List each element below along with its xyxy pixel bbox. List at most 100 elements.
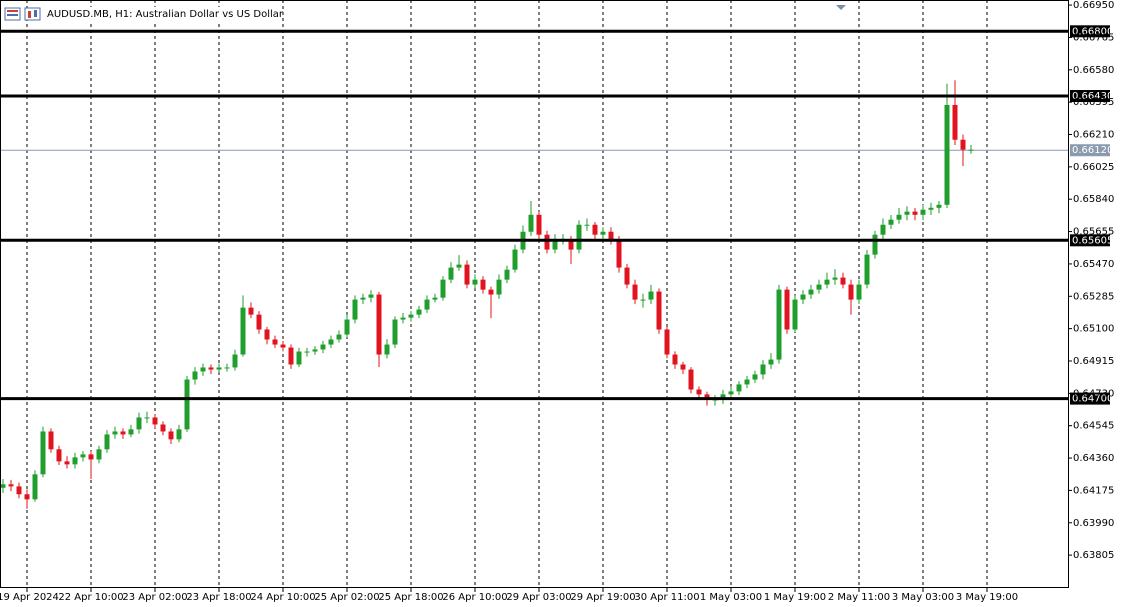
x-tick-label: 1 May 19:00	[764, 592, 826, 603]
y-tick-label: 0.64175	[1073, 485, 1114, 496]
x-tick-label: 24 Apr 10:00	[250, 592, 315, 603]
toolbar-icons	[4, 7, 41, 21]
candle-body	[632, 284, 638, 300]
candle-body	[616, 239, 622, 268]
candle-body	[40, 431, 46, 475]
candle-body	[800, 294, 806, 300]
candle-body	[696, 389, 702, 395]
candle-body	[368, 294, 374, 298]
candle-body	[256, 314, 262, 330]
candle-body	[600, 231, 606, 235]
y-tick-label: 0.64545	[1073, 421, 1114, 432]
candle-body	[336, 334, 342, 340]
candle-body	[128, 429, 134, 435]
candle-body	[96, 449, 102, 460]
candle-body	[72, 457, 78, 465]
icon	[34, 10, 37, 17]
candle-body	[392, 319, 398, 345]
candle-body	[496, 279, 502, 295]
candle-body	[552, 239, 558, 250]
y-tick-label: 0.65285	[1073, 291, 1114, 302]
candle-body	[936, 204, 942, 208]
candle-body	[424, 299, 430, 310]
candle-body	[64, 461, 70, 465]
x-tick-label: 1 May 03:00	[700, 592, 762, 603]
candle-body	[768, 359, 774, 365]
candle-body	[624, 267, 630, 285]
candle-body	[304, 351, 310, 353]
candle-body	[264, 329, 270, 340]
y-tick-label: 0.66765	[1073, 32, 1114, 43]
candle-body	[416, 309, 422, 315]
candle-body	[360, 297, 366, 300]
chart-title: AUDUSD.MB, H1: Australian Dollar vs US D…	[47, 9, 284, 20]
candle-body	[848, 284, 854, 300]
candle-body	[104, 434, 110, 450]
x-tick-label: 26 Apr 10:00	[442, 592, 507, 603]
candle-body	[824, 279, 830, 285]
x-tick-label: 3 May 19:00	[956, 592, 1018, 603]
candle-body	[272, 339, 278, 345]
y-tick-label: 0.66025	[1073, 162, 1114, 173]
current-price-label: 0.66120	[1072, 145, 1113, 156]
candle-body	[488, 289, 494, 295]
candle-body	[400, 317, 406, 320]
y-tick-label: 0.64360	[1073, 453, 1114, 464]
x-tick-label: 23 Apr 18:00	[186, 592, 251, 603]
icon	[7, 10, 18, 12]
candle-body	[896, 214, 902, 220]
candle-body	[24, 494, 30, 500]
candle-body	[960, 139, 966, 150]
candle-body	[928, 207, 934, 210]
candle-body	[952, 104, 958, 140]
candle-body	[240, 307, 246, 355]
candle-body	[160, 424, 166, 432]
candle-body	[432, 297, 438, 300]
candle-body	[216, 367, 222, 370]
candle-body	[784, 289, 790, 330]
candle-body	[832, 277, 838, 280]
candle-body	[912, 211, 918, 215]
candle-body	[248, 307, 254, 315]
icon	[7, 14, 18, 16]
x-tick-label: 29 Apr 19:00	[570, 592, 635, 603]
level-label: 0.65605	[1072, 235, 1113, 246]
plot-border	[0, 0, 1069, 588]
level-label: 0.66430	[1072, 91, 1113, 102]
candle-body	[512, 249, 518, 270]
candle-body	[608, 231, 614, 240]
candle-body	[536, 214, 542, 235]
candle-body	[112, 431, 118, 435]
y-tick-label: 0.65840	[1073, 194, 1114, 205]
candle-body	[720, 394, 726, 400]
candle-body	[448, 267, 454, 280]
candle-body	[880, 224, 886, 235]
candle-body	[904, 211, 910, 215]
marker	[836, 5, 846, 10]
candle-body	[504, 269, 510, 280]
candle-body	[480, 279, 486, 290]
icon	[28, 11, 31, 18]
candle-body	[48, 431, 54, 450]
candle-body	[224, 367, 230, 369]
x-tick-label: 25 Apr 18:00	[378, 592, 443, 603]
candle-body	[200, 367, 206, 372]
candle-body	[592, 224, 598, 235]
candle-body	[232, 354, 238, 368]
candle-body	[312, 349, 318, 352]
candle-body	[944, 104, 950, 205]
candle-body	[136, 417, 142, 430]
level-label-bg	[1070, 392, 1110, 405]
candle-body	[968, 149, 974, 151]
x-tick-label: 3 May 03:00	[892, 592, 954, 603]
y-tick-label: 0.63990	[1073, 518, 1114, 529]
y-tick-label: 0.65655	[1073, 227, 1114, 238]
x-tick-label: 23 Apr 02:00	[122, 592, 187, 603]
candle-body	[184, 379, 190, 430]
candle-body	[472, 279, 478, 285]
candle-body	[760, 364, 766, 375]
x-tick-label: 30 Apr 11:00	[634, 592, 699, 603]
y-tick-label: 0.64915	[1073, 356, 1114, 367]
